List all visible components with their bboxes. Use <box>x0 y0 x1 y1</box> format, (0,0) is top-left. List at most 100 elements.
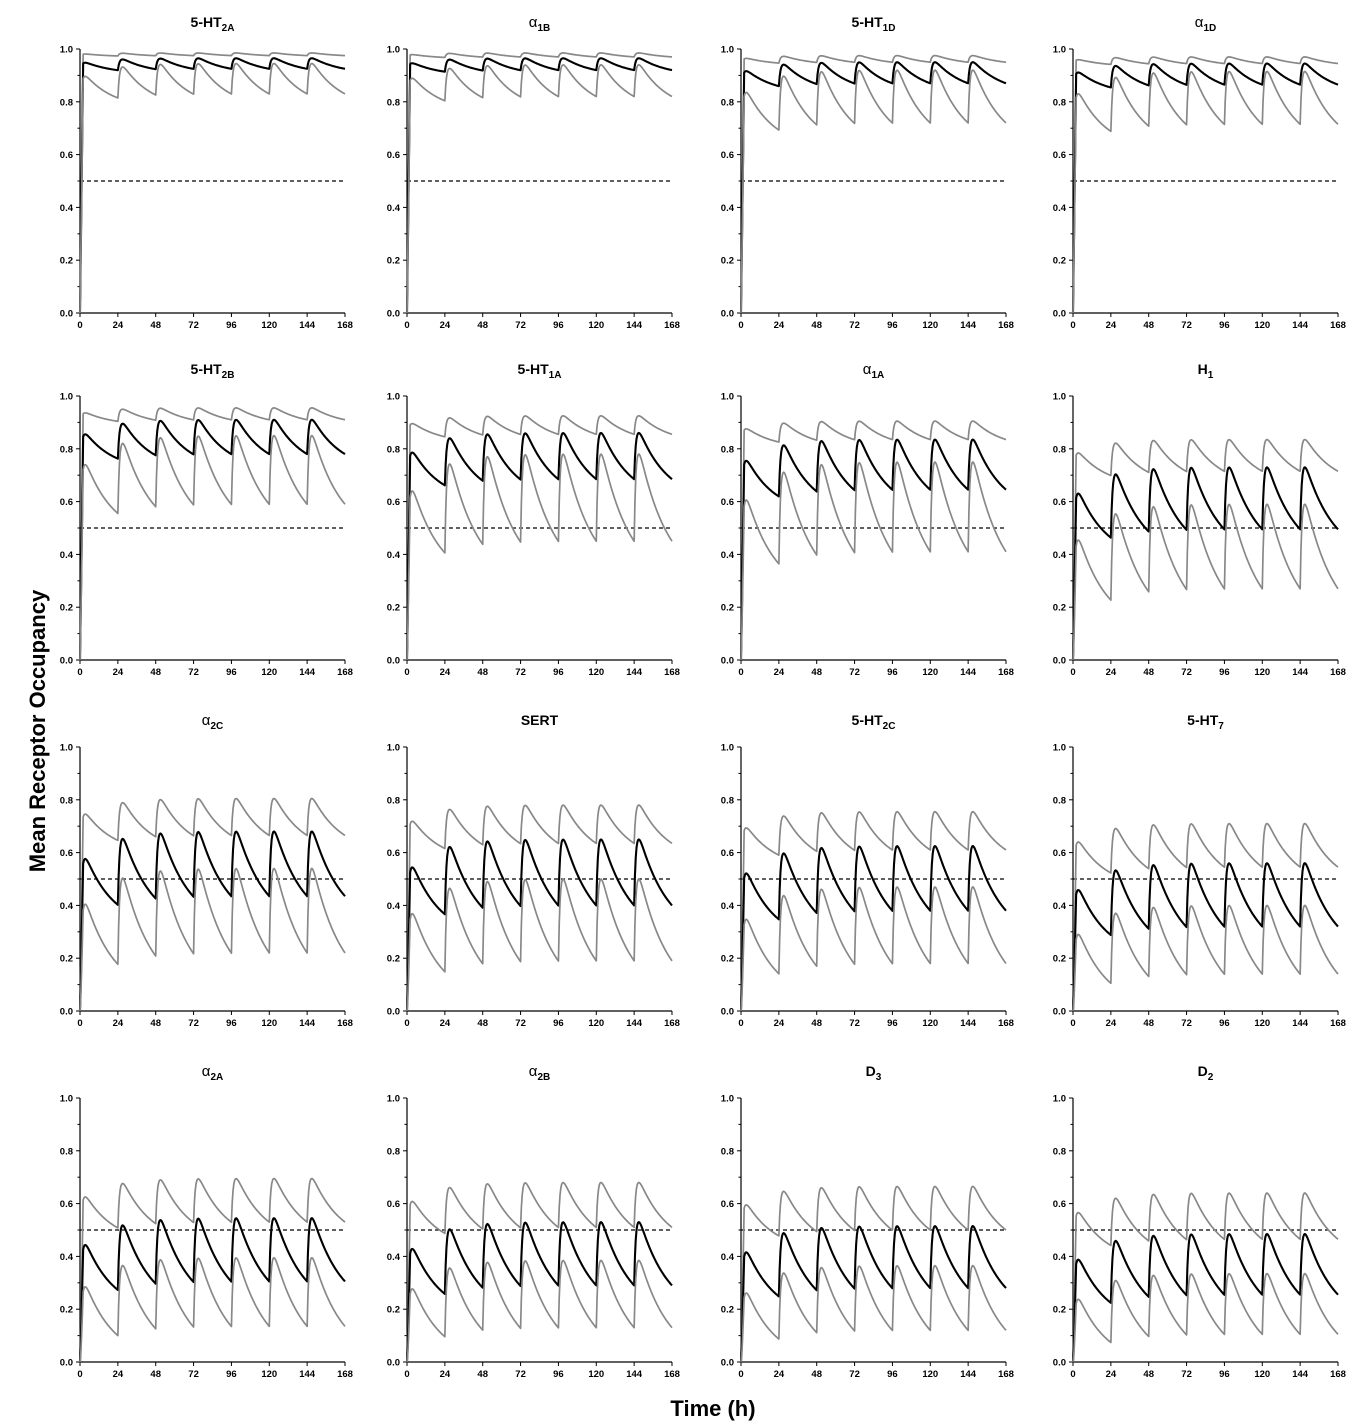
x-tick-label: 0 <box>77 1018 82 1029</box>
series-line-upper <box>1072 822 1339 1012</box>
x-tick-label: 120 <box>588 1369 604 1380</box>
chart-svg: α1A 0.0 0.2 0.4 0.6 0.8 1.0 0 24 48 72 96 120 144 168 <box>721 361 1014 678</box>
x-tick-label: 96 <box>553 320 564 331</box>
y-tick-label: 0.4 <box>721 550 735 561</box>
y-tick-label: 1.0 <box>60 743 73 754</box>
panel-d2: D2 0.0 0.2 0.4 0.6 0.8 1.0 0 24 48 72 96 120 144 168 <box>1033 1058 1348 1392</box>
x-tick-label: 24 <box>1106 1369 1117 1380</box>
y-tick-label: 0.6 <box>1053 1199 1066 1210</box>
panel-title: D3 <box>866 1063 882 1083</box>
x-tick-label: 96 <box>226 1018 237 1029</box>
series-line-mean <box>78 418 346 661</box>
series-line-lower <box>79 434 346 661</box>
x-tick-label: 24 <box>440 1369 451 1380</box>
plot-area: α1D 0.0 0.2 0.4 0.6 0.8 1.0 0 24 48 72 96 120 144 168 <box>1053 14 1346 331</box>
y-tick-label: 1.0 <box>387 743 400 754</box>
x-tick-label: 48 <box>1143 667 1154 678</box>
y-tick-label: 0.8 <box>60 444 73 455</box>
y-tick-label: 1.0 <box>1053 45 1066 56</box>
x-tick-label: 48 <box>811 1018 822 1029</box>
y-tick-label: 0.8 <box>60 1146 73 1157</box>
x-tick-label: 0 <box>77 1369 82 1380</box>
y-tick-label: 0.0 <box>1053 309 1066 320</box>
panel-title-main: 5-HT <box>852 14 884 30</box>
y-tick-label: 0.2 <box>1053 603 1066 614</box>
y-tick-label: 0.8 <box>721 97 734 108</box>
x-tick-label: 0 <box>738 1369 743 1380</box>
panel-title-sub: 3 <box>876 1072 882 1083</box>
x-tick-label: 24 <box>113 320 124 331</box>
y-tick-label: 0.8 <box>387 795 400 806</box>
y-tick-label: 0.6 <box>60 497 73 508</box>
y-tick-label: 0.4 <box>387 203 401 214</box>
x-tick-label: 120 <box>261 667 277 678</box>
y-tick-label: 0.2 <box>60 256 73 267</box>
panel-title-main: α <box>202 1063 211 1080</box>
x-tick-label: 144 <box>626 1018 643 1029</box>
x-tick-label: 96 <box>553 667 564 678</box>
y-tick-label: 0.8 <box>60 795 73 806</box>
panel-title-main: 5-HT <box>852 712 884 728</box>
x-tick-label: 48 <box>811 667 822 678</box>
x-tick-label: 0 <box>404 320 409 331</box>
x-tick-label: 72 <box>1181 1018 1192 1029</box>
y-tick-label: 0.0 <box>387 656 400 667</box>
panel-title: 5-HT7 <box>1187 712 1224 732</box>
series-line-upper <box>1072 438 1339 661</box>
x-tick-label: 48 <box>150 1369 161 1380</box>
x-tick-label: 0 <box>1070 667 1075 678</box>
y-tick-label: 0.4 <box>60 1252 74 1263</box>
panel-title-sub: 1D <box>1203 23 1216 34</box>
x-tick-label: 96 <box>887 320 898 331</box>
chart-svg: SERT 0.0 0.2 0.4 0.6 0.8 1.0 0 24 48 72 96 120 144 168 <box>387 712 680 1029</box>
plot-area: SERT 0.0 0.2 0.4 0.6 0.8 1.0 0 24 48 72 96 120 144 168 <box>387 712 680 1029</box>
plot-area: 5-HT2B 0.0 0.2 0.4 0.6 0.8 1.0 0 24 48 72 96 120 144 1… <box>60 361 353 678</box>
y-tick-label: 0.2 <box>1053 256 1066 267</box>
x-tick-label: 0 <box>404 1369 409 1380</box>
y-tick-label: 0.0 <box>60 656 73 667</box>
x-tick-label: 144 <box>299 1018 316 1029</box>
y-tick-label: 0.8 <box>387 444 400 455</box>
x-tick-label: 48 <box>1143 1369 1154 1380</box>
x-tick-label: 120 <box>588 1018 604 1029</box>
panel-title: α1B <box>529 14 550 34</box>
x-tick-label: 120 <box>261 1018 277 1029</box>
series-line-lower <box>740 1264 1007 1363</box>
x-tick-label: 0 <box>77 667 82 678</box>
y-tick-label: 0.4 <box>60 901 74 912</box>
y-tick-label: 0.0 <box>721 1358 734 1369</box>
series-line-upper <box>406 804 673 1012</box>
y-tick-label: 0.4 <box>1053 1252 1067 1263</box>
panel-5-ht1d: 5-HT1D 0.0 0.2 0.4 0.6 0.8 1.0 0 24 48 72 96 120 144 1… <box>701 9 1026 343</box>
x-tick-label: 120 <box>588 667 604 678</box>
panel-title-sub: 2A <box>222 23 235 34</box>
series-line-upper <box>406 414 673 661</box>
y-tick-label: 1.0 <box>387 392 400 403</box>
y-tick-label: 0.0 <box>721 1007 734 1018</box>
x-tick-label: 24 <box>774 1018 785 1029</box>
y-tick-label: 0.0 <box>387 309 400 320</box>
x-tick-label: 120 <box>1254 1369 1270 1380</box>
panel-5-ht1a: 5-HT1A 0.0 0.2 0.4 0.6 0.8 1.0 0 24 48 72 96 120 144 1… <box>367 356 692 690</box>
panel-5-ht2a: 5-HT2A 0.0 0.2 0.4 0.6 0.8 1.0 0 24 48 72 96 120 144 1… <box>40 9 365 343</box>
plot-area: 5-HT2A 0.0 0.2 0.4 0.6 0.8 1.0 0 24 48 72 96 120 144 1… <box>60 14 353 331</box>
x-tick-label: 144 <box>299 320 316 331</box>
x-tick-label: 120 <box>922 667 938 678</box>
x-tick-label: 168 <box>1330 667 1346 678</box>
x-tick-label: 144 <box>1292 320 1309 331</box>
x-tick-label: 144 <box>626 1369 643 1380</box>
series-line-lower <box>406 63 673 314</box>
y-tick-label: 0.8 <box>1053 444 1066 455</box>
chart-svg: α1B 0.0 0.2 0.4 0.6 0.8 1.0 0 24 48 72 96 120 144 168 <box>387 14 680 331</box>
x-tick-label: 24 <box>113 1018 124 1029</box>
x-tick-label: 24 <box>440 667 451 678</box>
panel--1a: α1A 0.0 0.2 0.4 0.6 0.8 1.0 0 24 48 72 96 120 144 168 <box>701 356 1026 690</box>
panel-5-ht2b: 5-HT2B 0.0 0.2 0.4 0.6 0.8 1.0 0 24 48 72 96 120 144 1… <box>40 356 365 690</box>
panel--2b: α2B 0.0 0.2 0.4 0.6 0.8 1.0 0 24 48 72 96 120 144 168 <box>367 1058 692 1392</box>
plot-area: α2C 0.0 0.2 0.4 0.6 0.8 1.0 0 24 48 72 96 120 144 168 <box>60 712 353 1029</box>
series-line-upper <box>79 407 346 661</box>
y-tick-label: 0.6 <box>1053 848 1066 859</box>
y-tick-label: 0.4 <box>387 901 401 912</box>
plot-area: 5-HT1D 0.0 0.2 0.4 0.6 0.8 1.0 0 24 48 72 96 120 144 1… <box>721 14 1014 331</box>
y-tick-label: 0.0 <box>721 309 734 320</box>
